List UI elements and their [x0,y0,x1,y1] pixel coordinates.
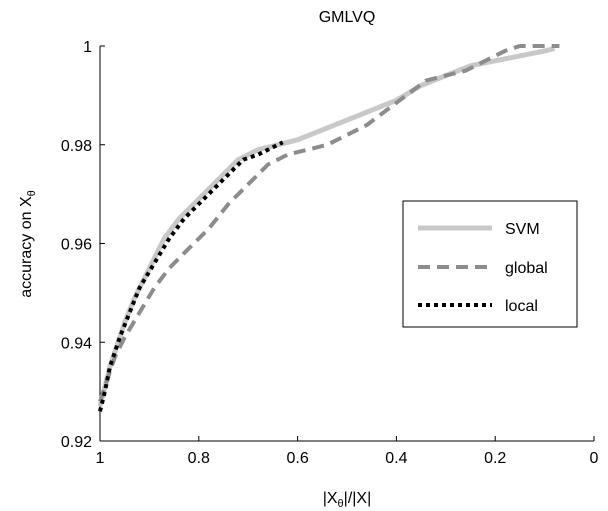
x-axis-label-rest: |/|X| [344,490,372,507]
chart-title: GMLVQ [319,9,376,26]
y-axis-label-main: accuracy on X [18,196,35,298]
y-tick-label: 0.96 [61,237,92,254]
x-axis-label-sub: θ [338,498,344,510]
x-tick-label: 0.6 [286,450,308,467]
legend-box [402,200,578,328]
y-tick-label: 0.98 [61,138,92,155]
legend-label-global: global [505,260,548,277]
x-axis-label: |Xθ|/|X| [323,490,372,510]
y-tick-label: 0.94 [61,335,92,352]
x-axis-ticks: 1 0.8 0.6 0.4 0.2 0 [96,436,599,467]
series-layer [97,44,560,412]
x-tick-label: 0.2 [484,450,506,467]
series-line-local [98,140,284,412]
y-axis-label-sub: θ [26,190,38,196]
y-axis-ticks: 0.92 0.94 0.96 0.98 1 [61,39,105,451]
x-tick-label: 0.4 [385,450,407,467]
x-axis-label-main: |X [323,490,338,507]
legend-label-svm: SVM [505,221,540,238]
x-tick-label: 0.8 [188,450,210,467]
y-axis-label: accuracy on Xθ [18,190,38,298]
legend-label-local: local [505,298,538,315]
x-tick-label: 1 [96,450,105,467]
x-tick-label: 0 [590,450,599,467]
legend: SVM global local [402,200,578,328]
y-tick-label: 0.92 [61,434,92,451]
y-tick-label: 1 [83,39,92,56]
